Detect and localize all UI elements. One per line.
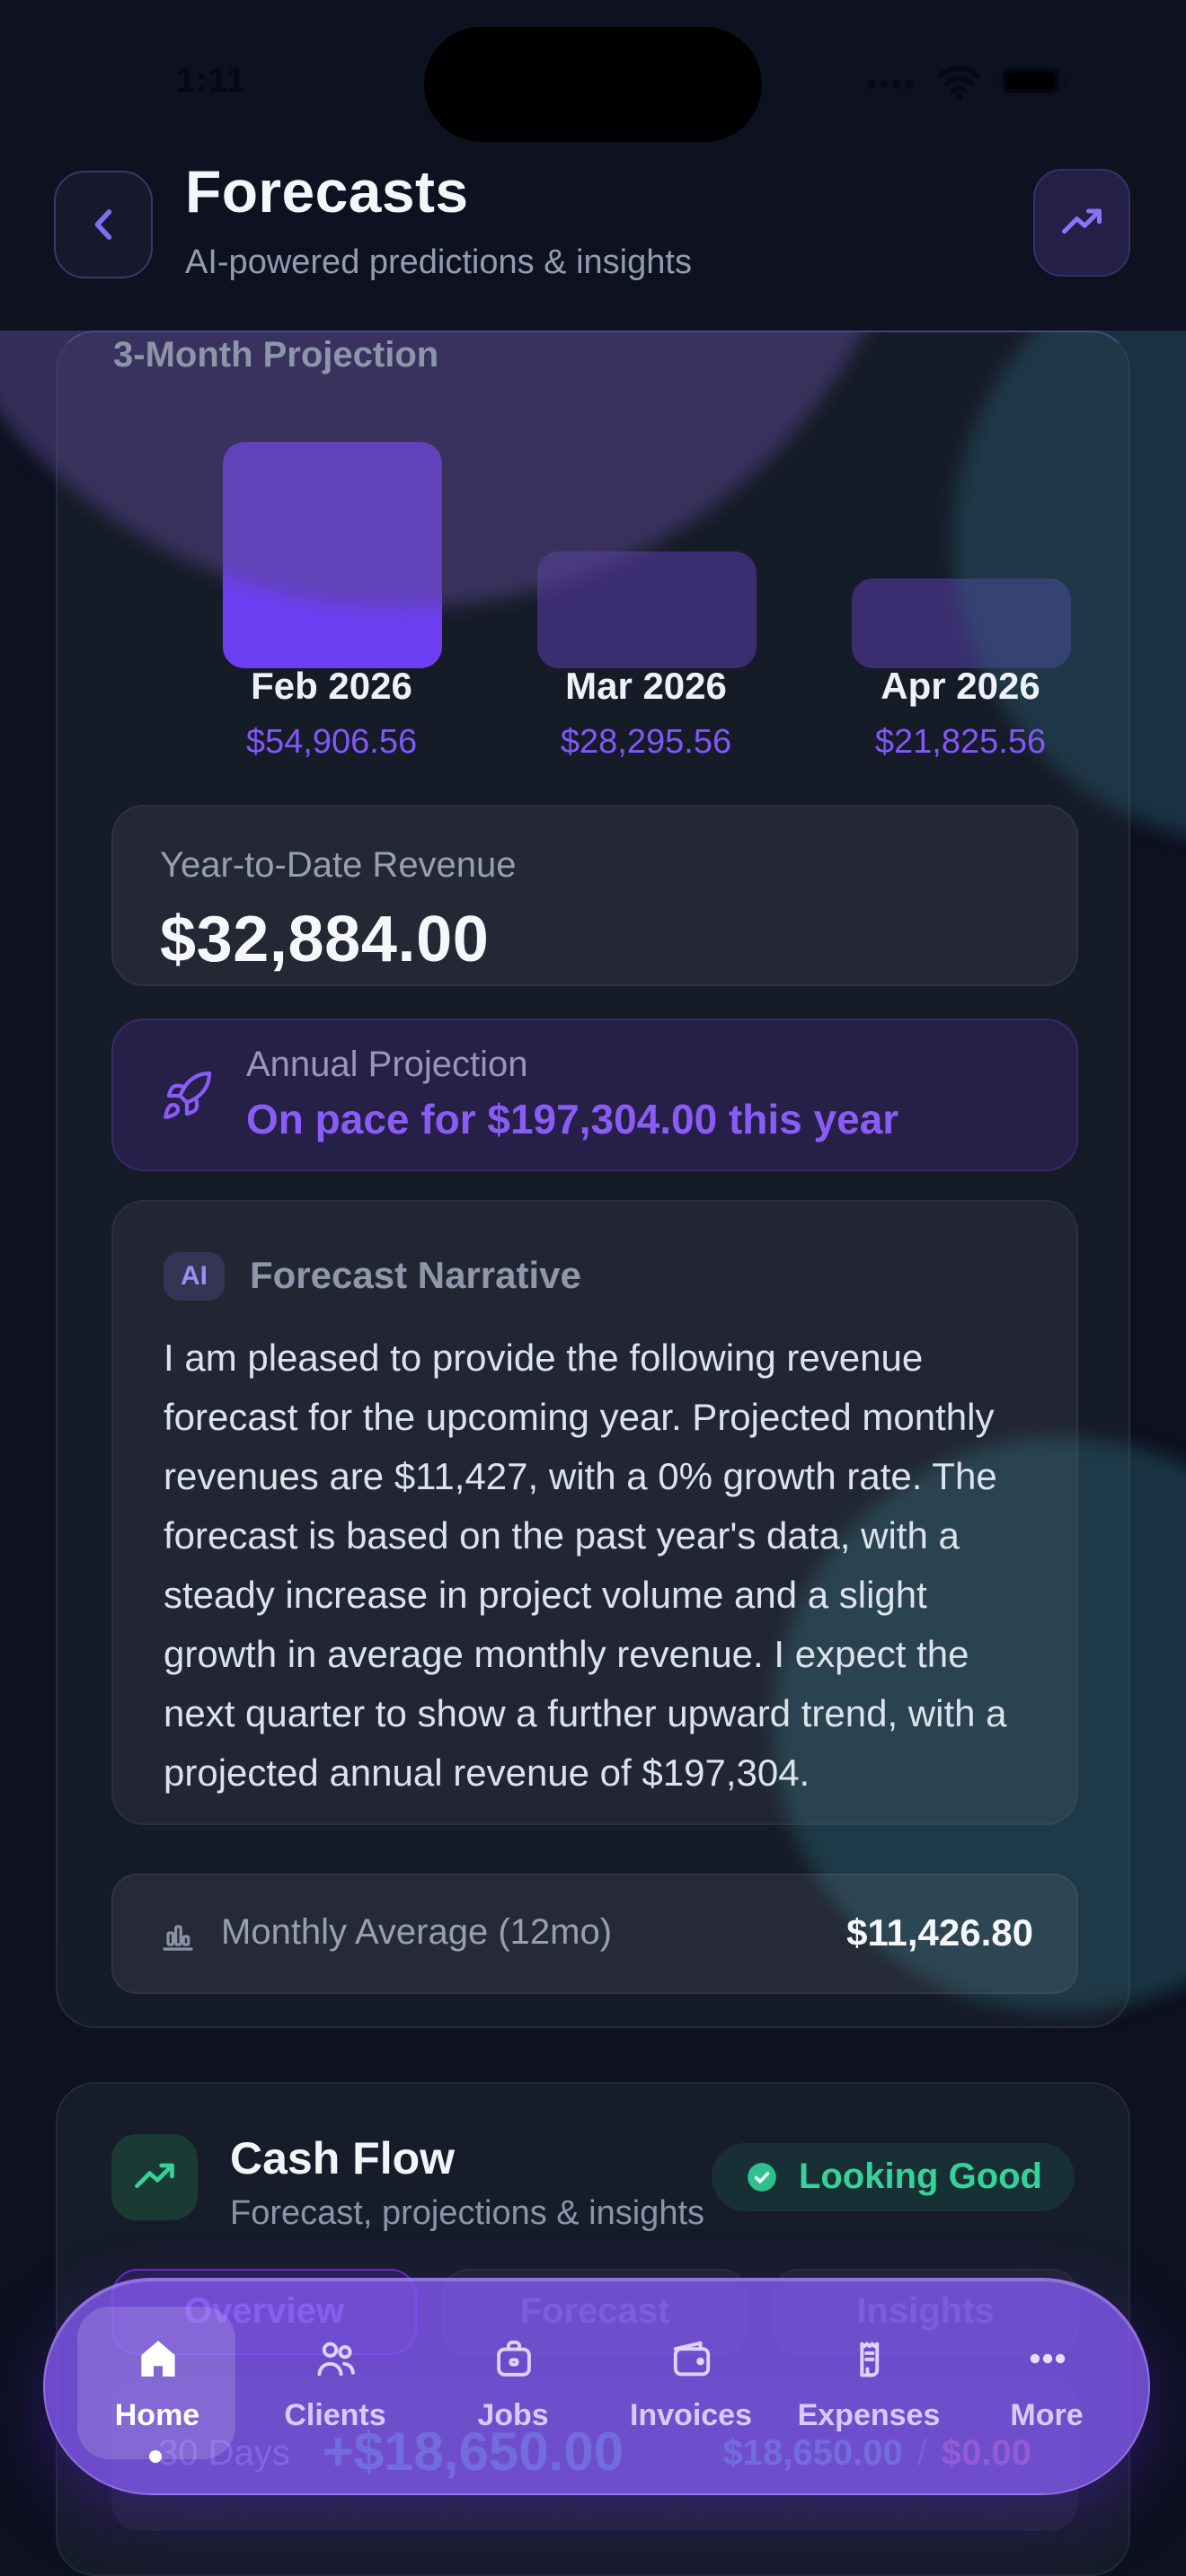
back-button[interactable] bbox=[54, 171, 153, 278]
receipt-icon bbox=[859, 2342, 879, 2378]
status-badge-label: Looking Good bbox=[798, 2157, 1042, 2196]
page-title: Forecasts bbox=[185, 158, 469, 225]
cash-flow-icon-tile bbox=[111, 2134, 198, 2220]
nav-label: Expenses bbox=[797, 2398, 941, 2432]
dynamic-island bbox=[424, 27, 762, 142]
nav-item-clients[interactable]: Clients bbox=[246, 2280, 424, 2497]
status-time: 1:11 bbox=[176, 63, 246, 101]
nav-label: Home bbox=[114, 2398, 200, 2432]
bar-mar bbox=[536, 551, 756, 668]
trending-up-icon bbox=[1062, 208, 1102, 234]
check-circle-icon bbox=[748, 2163, 777, 2192]
forecast-narrative-card: AI Forecast Narrative I am pleased to pr… bbox=[111, 1200, 1078, 1825]
annual-value: On pace for $197,304.00 this year bbox=[246, 1096, 899, 1142]
nav-label: More bbox=[1010, 2398, 1084, 2432]
projection-card: 3-Month Projection Feb 2026 $54,906.56 M… bbox=[56, 331, 1130, 2028]
cash-flow-title: Cash Flow bbox=[230, 2134, 456, 2184]
nav-label: Invoices bbox=[629, 2398, 753, 2432]
active-nav-highlight bbox=[77, 2307, 235, 2459]
ytd-value: $32,884.00 bbox=[160, 902, 490, 975]
monthly-average-label: Monthly Average (12mo) bbox=[221, 1913, 613, 1953]
bar-apr bbox=[851, 578, 1070, 668]
status-badge: Looking Good bbox=[712, 2143, 1075, 2211]
page-subtitle: AI-powered predictions & insights bbox=[185, 244, 692, 282]
nav-item-jobs[interactable]: Jobs bbox=[424, 2280, 602, 2497]
ellipsis-icon bbox=[1029, 2353, 1065, 2364]
bar-value: $21,825.56 bbox=[874, 724, 1047, 762]
chart-column: Mar 2026 $28,295.56 bbox=[489, 404, 803, 763]
wallet-icon bbox=[672, 2341, 710, 2377]
nav-item-more[interactable]: More bbox=[958, 2280, 1136, 2497]
monthly-average-row: Monthly Average (12mo) $11,426.80 bbox=[111, 1874, 1078, 1994]
cash-flow-subtitle: Forecast, projections & insights bbox=[230, 2195, 705, 2233]
bar-label: Mar 2026 bbox=[565, 666, 727, 708]
chart-column: Feb 2026 $54,906.56 bbox=[174, 404, 489, 763]
ai-badge: AI bbox=[164, 1252, 225, 1301]
nav-label: Clients bbox=[284, 2398, 386, 2432]
battery-icon bbox=[999, 66, 1067, 96]
nav-item-expenses[interactable]: Expenses bbox=[780, 2280, 958, 2497]
active-nav-dot bbox=[149, 2450, 162, 2463]
bar-feb bbox=[222, 442, 441, 668]
monthly-average-value: $11,426.80 bbox=[846, 1912, 1033, 1954]
nav-item-invoices[interactable]: Invoices bbox=[602, 2280, 780, 2497]
chart-column: Apr 2026 $21,825.56 bbox=[803, 404, 1118, 763]
cellular-signal-icon bbox=[867, 80, 914, 89]
ytd-revenue-card: Year-to-Date Revenue $32,884.00 bbox=[111, 805, 1078, 986]
status-icons bbox=[864, 61, 1071, 101]
status-bar: 1:11 bbox=[0, 0, 1186, 142]
nav-label: Jobs bbox=[477, 2398, 549, 2432]
bar-value: $28,295.56 bbox=[560, 724, 732, 762]
scroll-content[interactable]: 3-Month Projection Feb 2026 $54,906.56 M… bbox=[0, 331, 1186, 2576]
bottom-nav: Home Clients bbox=[43, 2278, 1150, 2495]
narrative-label: Forecast Narrative bbox=[250, 1255, 581, 1296]
narrative-text: I am pleased to provide the following re… bbox=[164, 1338, 1007, 1795]
annual-projection-card: Annual Projection On pace for $197,304.0… bbox=[111, 1019, 1078, 1171]
section-label: 3-Month Projection bbox=[113, 336, 439, 375]
ytd-label: Year-to-Date Revenue bbox=[160, 846, 517, 886]
trending-up-icon bbox=[135, 2163, 174, 2189]
bar-value: $54,906.56 bbox=[245, 724, 418, 762]
bar-label: Feb 2026 bbox=[251, 666, 412, 708]
annual-label: Annual Projection bbox=[246, 1045, 528, 1085]
bar-chart-icon bbox=[163, 1924, 193, 1950]
bar-label: Apr 2026 bbox=[881, 666, 1040, 708]
home-icon bbox=[140, 2341, 174, 2377]
users-icon bbox=[316, 2342, 354, 2377]
forecast-trend-button[interactable] bbox=[1033, 169, 1130, 277]
rocket-icon bbox=[164, 1070, 212, 1118]
nav-item-home[interactable]: Home bbox=[68, 2280, 246, 2497]
chevron-left-icon bbox=[93, 209, 111, 240]
briefcase-icon bbox=[496, 2340, 530, 2377]
projection-bar-chart: Feb 2026 $54,906.56 Mar 2026 $28,295.56 … bbox=[111, 404, 1078, 763]
wifi-icon bbox=[937, 66, 980, 101]
